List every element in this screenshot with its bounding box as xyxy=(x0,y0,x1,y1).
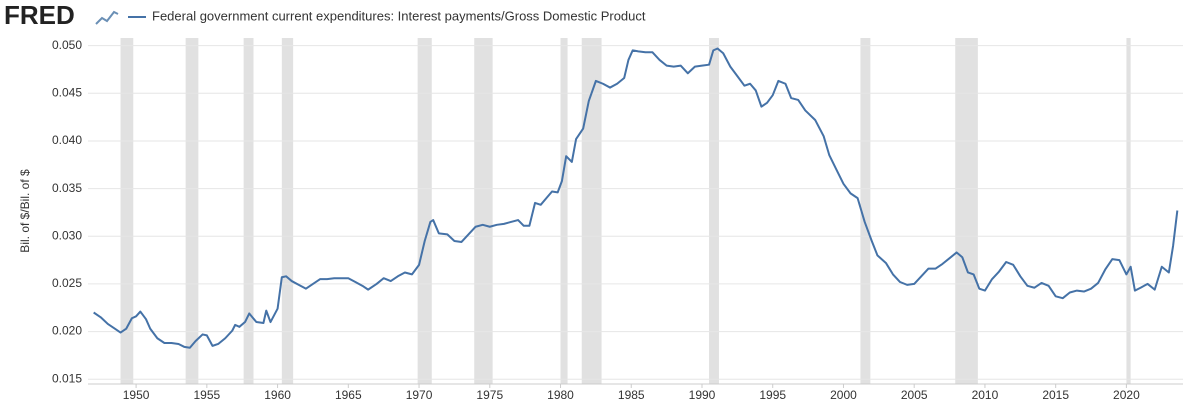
y-axis-label: Bil. of $/Bil. of $ xyxy=(18,169,32,253)
y-tick-label: 0.045 xyxy=(52,85,82,99)
recession-band xyxy=(185,38,199,384)
legend-label: Federal government current expenditures:… xyxy=(152,8,646,23)
x-tick-label: 1955 xyxy=(193,388,220,402)
recession-band xyxy=(417,38,432,384)
x-tick-label: 1995 xyxy=(759,388,786,402)
x-tick-label: 2020 xyxy=(1113,388,1140,402)
y-tick-label: 0.015 xyxy=(52,371,82,385)
recession-band xyxy=(560,38,568,384)
y-tick-label: 0.040 xyxy=(52,133,82,147)
recession-band xyxy=(860,38,871,384)
y-tick-label: 0.020 xyxy=(52,324,82,338)
series-line xyxy=(93,47,1179,349)
x-tick-label: 1950 xyxy=(123,388,150,402)
y-tick-label: 0.025 xyxy=(52,276,82,290)
recession-band xyxy=(474,38,493,384)
x-tick-label: 2015 xyxy=(1042,388,1069,402)
x-tick-label: 1960 xyxy=(264,388,291,402)
recession-band xyxy=(1126,38,1131,384)
logo: FRED xyxy=(4,0,75,30)
x-tick-label: 1975 xyxy=(476,388,503,402)
x-tick-label: 2010 xyxy=(972,388,999,402)
recession-band xyxy=(581,38,602,384)
x-tick-label: 1985 xyxy=(618,388,645,402)
y-tick-label: 0.030 xyxy=(52,228,82,242)
y-tick-label: 0.050 xyxy=(52,38,82,52)
x-tick-label: 1970 xyxy=(406,388,433,402)
y-tick-label: 0.035 xyxy=(52,181,82,195)
x-tick-label: 1980 xyxy=(547,388,574,402)
logo-icon xyxy=(95,10,119,25)
x-tick-label: 2005 xyxy=(901,388,928,402)
recession-band xyxy=(243,38,254,384)
recession-band xyxy=(120,38,134,384)
recession-band xyxy=(709,38,719,384)
x-tick-label: 1990 xyxy=(689,388,716,402)
recession-band xyxy=(955,38,978,384)
x-tick-label: 2000 xyxy=(830,388,857,402)
recession-band xyxy=(281,38,294,384)
x-tick-label: 1965 xyxy=(335,388,362,402)
